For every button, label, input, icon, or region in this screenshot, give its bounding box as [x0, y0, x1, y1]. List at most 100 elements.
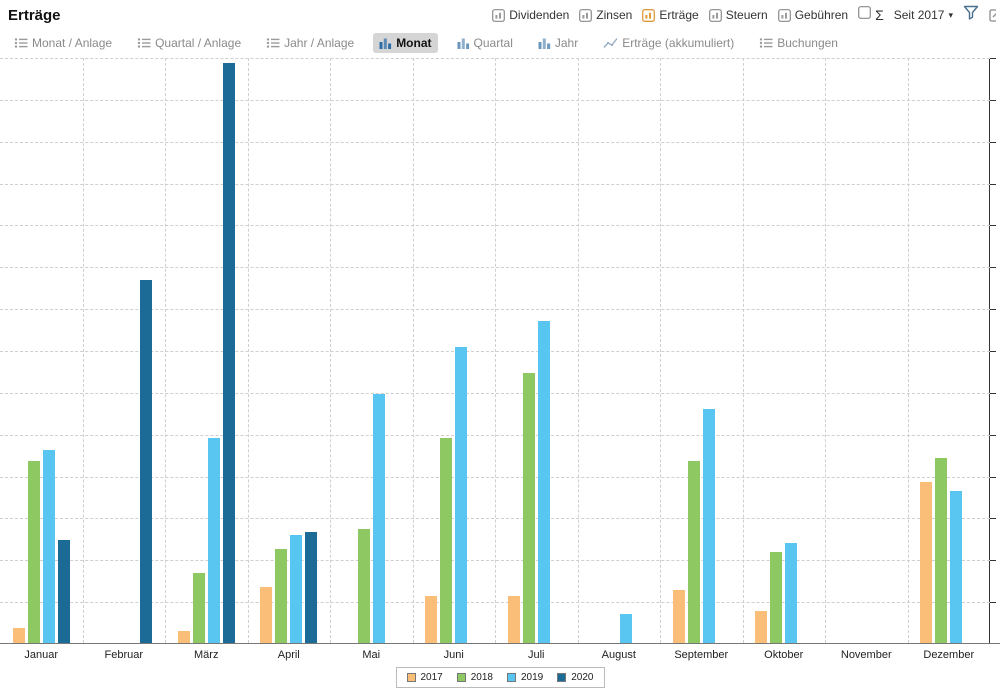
y-axis-tick — [990, 518, 996, 519]
bar-2018-Juli[interactable] — [523, 373, 535, 643]
x-axis-label: Juli — [527, 649, 545, 661]
tab-label: Quartal — [473, 36, 513, 50]
bar-2019-Juli[interactable] — [538, 321, 550, 643]
page-title: Erträge — [8, 6, 61, 24]
tab-label: Jahr / Anlage — [284, 36, 355, 50]
legend-label: 2017 — [420, 672, 443, 683]
x-axis-label: Dezember — [923, 649, 975, 661]
funnel-icon — [963, 5, 979, 25]
legend-item-2019[interactable]: 2019 — [507, 672, 543, 683]
sigma-icon: Σ — [875, 7, 884, 23]
toggle-gebuehren[interactable]: Gebühren — [777, 8, 849, 22]
bar-2019-Mai[interactable] — [373, 394, 385, 643]
bar-chart-icon — [538, 37, 551, 49]
tab-jahr[interactable]: Jahr — [532, 33, 584, 53]
bar-2018-Oktober[interactable] — [770, 552, 782, 643]
legend-label: 2019 — [521, 672, 544, 683]
bar-2017-Juni[interactable] — [425, 596, 437, 643]
bar-2020-März[interactable] — [223, 63, 235, 643]
v-gridline — [660, 58, 661, 643]
x-axis-label: September — [674, 649, 729, 661]
y-axis-tick — [990, 267, 996, 268]
y-axis-tick — [990, 351, 996, 352]
v-gridline — [330, 58, 331, 643]
bar-2020-Februar[interactable] — [140, 280, 152, 643]
tab-quartal[interactable]: Quartal — [451, 33, 519, 53]
chart-toggle-icon — [579, 8, 593, 22]
bar-chart-icon — [379, 37, 392, 49]
bar-2018-Dezember[interactable] — [935, 458, 947, 643]
header-controls: Dividenden Zinsen Erträge Steuern Gebühr — [492, 5, 996, 25]
tab-buchungen[interactable]: Buchungen — [753, 33, 844, 53]
toggle-sum[interactable]: Σ — [858, 6, 884, 24]
bar-2019-September[interactable] — [703, 409, 715, 643]
bar-2019-Dezember[interactable] — [950, 491, 962, 643]
bar-2019-Januar[interactable] — [43, 450, 55, 643]
legend-item-2020[interactable]: 2020 — [557, 672, 594, 683]
y-axis — [989, 58, 990, 643]
filter-button[interactable] — [963, 5, 979, 25]
list-icon — [14, 37, 28, 49]
bar-2017-Juli[interactable] — [508, 596, 520, 643]
v-gridline — [743, 58, 744, 643]
bar-chart-icon — [457, 37, 470, 49]
tab-monat-anlage[interactable]: Monat / Anlage — [8, 33, 118, 53]
legend-item-2018[interactable]: 2018 — [456, 672, 493, 683]
tab-jahr-anlage[interactable]: Jahr / Anlage — [260, 33, 360, 53]
bar-2018-Mai[interactable] — [358, 529, 370, 643]
legend-item-2017[interactable]: 2017 — [406, 672, 443, 683]
legend-swatch — [557, 673, 567, 682]
header-toolbar: Erträge Dividenden Zinsen Erträge Steuer… — [0, 0, 1000, 28]
toggle-zinsen[interactable]: Zinsen — [579, 8, 632, 22]
bar-2019-April[interactable] — [290, 535, 302, 643]
bar-2017-April[interactable] — [260, 587, 272, 643]
bar-2018-April[interactable] — [275, 549, 287, 643]
tab-label: Erträge (akkumuliert) — [622, 36, 735, 50]
period-label: Seit 2017 — [893, 8, 945, 22]
period-selector[interactable]: Seit 2017 ▾ — [894, 8, 953, 22]
x-axis-label: Januar — [24, 649, 59, 661]
bar-2018-Juni[interactable] — [440, 438, 452, 643]
tab-label: Buchungen — [777, 36, 838, 50]
toggle-ertraege[interactable]: Erträge — [642, 8, 699, 22]
bar-2018-Januar[interactable] — [28, 461, 40, 643]
v-gridline — [83, 58, 84, 643]
bar-2017-Dezember[interactable] — [920, 482, 932, 643]
x-axis-label: Juni — [443, 649, 464, 661]
x-axis-label: März — [194, 649, 219, 661]
bar-2019-März[interactable] — [208, 438, 220, 643]
bar-2020-Januar[interactable] — [58, 540, 70, 643]
y-axis-tick — [990, 435, 996, 436]
toggle-label: Dividenden — [509, 8, 570, 22]
toggle-steuern[interactable]: Steuern — [708, 8, 768, 22]
toggle-dividenden[interactable]: Dividenden — [492, 8, 569, 22]
list-icon — [266, 37, 280, 49]
plot-area — [0, 58, 1000, 644]
x-axis-label: August — [601, 649, 636, 661]
bar-2019-August[interactable] — [620, 614, 632, 643]
bar-2020-April[interactable] — [305, 532, 317, 643]
bar-2017-Januar[interactable] — [13, 628, 25, 643]
tab-quartal-anlage[interactable]: Quartal / Anlage — [131, 33, 247, 53]
list-icon — [759, 37, 773, 49]
chevron-down-icon: ▾ — [948, 9, 953, 20]
bar-2017-Oktober[interactable] — [755, 611, 767, 643]
tab-monat[interactable]: Monat — [373, 33, 438, 53]
chart-toggle-icon — [708, 8, 722, 22]
export-icon[interactable] — [989, 8, 996, 23]
chart-toggle-icon — [777, 8, 791, 22]
chart-toggle-icon — [492, 8, 506, 22]
bar-2018-September[interactable] — [688, 461, 700, 643]
toggle-label: Gebühren — [794, 8, 849, 22]
v-gridline — [825, 58, 826, 643]
month-labels: Januar Februar März April Mai Juni Juli August S… — [0, 644, 990, 666]
x-axis-label: April — [277, 649, 300, 661]
y-axis-tick — [990, 643, 996, 644]
bar-2017-März[interactable] — [178, 631, 190, 643]
bar-2018-März[interactable] — [193, 573, 205, 643]
bar-2019-Juni[interactable] — [455, 347, 467, 643]
bar-2017-September[interactable] — [673, 590, 685, 643]
x-axis-label: Oktober — [764, 649, 804, 661]
bar-2019-Oktober[interactable] — [785, 543, 797, 643]
tab-ertraege-akkumuliert[interactable]: Erträge (akkumuliert) — [597, 33, 740, 53]
